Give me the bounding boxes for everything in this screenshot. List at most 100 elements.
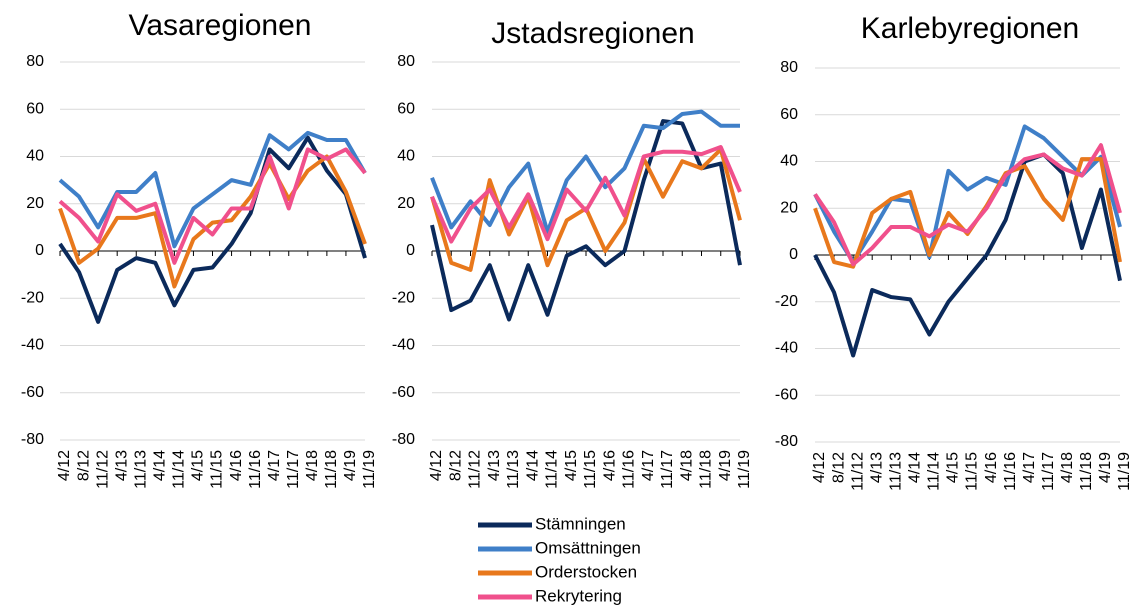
x-tick-label: 11/12 [467, 450, 484, 489]
series-line: Orderstocken [813, 157, 1122, 269]
series-line: Rekrytering [430, 145, 742, 244]
y-tick-label: -40 [775, 340, 798, 357]
y-tick-label: 80 [397, 53, 415, 70]
x-tick-label: 11/17 [659, 450, 676, 489]
x-tick-label: 11/18 [1078, 452, 1095, 491]
x-tick-label: 4/15 [190, 450, 207, 481]
x-tick-label: 4/19 [717, 450, 734, 481]
x-tick-label: 8/12 [830, 452, 847, 483]
series-line: Stämningen [430, 119, 742, 322]
x-tick-label: 11/15 [964, 452, 981, 491]
x-tick-label: 11/12 [849, 452, 866, 491]
x-tick-label: 11/19 [361, 450, 378, 489]
x-tick-label: 4/15 [945, 452, 962, 483]
x-tick-label: 11/18 [323, 450, 340, 489]
x-tick-label: 4/14 [524, 450, 541, 481]
series-line: Omsättningen [813, 124, 1122, 265]
x-tick-label: 8/12 [75, 450, 92, 481]
x-tick-label: 4/16 [601, 450, 618, 481]
y-tick-label: 80 [780, 59, 798, 76]
y-tick-label: -80 [21, 431, 44, 448]
chart-title: Vasaregionen [129, 9, 312, 42]
x-tick-label: 4/16 [228, 450, 245, 481]
x-tick-label: 8/12 [447, 450, 464, 481]
x-tick-label: 4/18 [304, 450, 321, 481]
y-tick-label: 60 [26, 100, 44, 117]
legend: Stämningen Omsättningen Orderstocken Rekryt… [478, 514, 641, 605]
y-tick-label: 0 [35, 242, 44, 259]
legend-label: Rekrytering [535, 586, 622, 605]
chart-title: Karlebyregionen [861, 12, 1079, 45]
y-tick-label: 60 [780, 106, 798, 123]
x-tick-label: 11/13 [505, 450, 522, 489]
series-line: Omsättningen [430, 109, 740, 235]
y-tick-label: -40 [392, 337, 415, 354]
y-tick-label: -20 [21, 289, 44, 306]
y-tick-label: 20 [26, 195, 44, 212]
y-tick-label: 20 [780, 199, 798, 216]
y-tick-label: -60 [21, 384, 44, 401]
x-tick-label: 4/17 [1021, 452, 1038, 483]
x-tick-label: 11/12 [94, 450, 111, 489]
chart-panel: Karlebyregionen -80 -60 -40 -20 0 20 40 60 80 4/12… [775, 12, 1130, 491]
x-tick-label: 11/19 [736, 450, 753, 489]
legend-label: Orderstocken [535, 562, 637, 581]
y-tick-label: -80 [392, 431, 415, 448]
y-tick-label: -60 [392, 384, 415, 401]
chart-panel: Jstadsregionen -80 -60 -40 -20 0 20 40 60 80 4/12 8… [392, 17, 753, 489]
series-line: Stämningen [58, 135, 367, 324]
x-tick-label: 4/19 [1097, 452, 1114, 483]
y-tick-label: 80 [26, 53, 44, 70]
x-tick-label: 11/16 [247, 450, 264, 489]
legend-label: Stämningen [535, 514, 626, 533]
x-tick-label: 11/14 [926, 452, 943, 491]
x-tick-label: 11/17 [1040, 452, 1057, 491]
y-tick-label: 20 [397, 195, 415, 212]
y-tick-label: -20 [775, 293, 798, 310]
x-tick-label: 4/14 [152, 450, 169, 481]
x-tick-label: 4/13 [113, 450, 130, 481]
y-tick-label: 40 [397, 148, 415, 165]
x-tick-label: 11/15 [209, 450, 226, 489]
x-tick-label: 4/13 [868, 452, 885, 483]
y-tick-label: -80 [775, 433, 798, 450]
x-tick-label: 11/16 [1002, 452, 1019, 491]
chart-title: Jstadsregionen [491, 17, 694, 50]
y-tick-label: 0 [406, 242, 415, 259]
chart-panel: Vasaregionen -80 -60 -40 -20 0 20 40 60 80 4/12 8/1… [21, 9, 378, 489]
series-line: Rekrytering [58, 147, 367, 265]
x-tick-label: 4/19 [342, 450, 359, 481]
x-tick-label: 4/16 [983, 452, 1000, 483]
x-tick-label: 11/18 [698, 450, 715, 489]
x-tick-label: 4/17 [640, 450, 657, 481]
x-tick-label: 11/13 [132, 450, 149, 489]
x-tick-label: 4/17 [266, 450, 283, 481]
series-line: Rekrytering [813, 143, 1122, 267]
y-tick-label: -60 [775, 386, 798, 403]
legend-label: Omsättningen [535, 538, 641, 557]
x-tick-label: 11/15 [582, 450, 599, 489]
y-tick-label: 40 [780, 153, 798, 170]
y-tick-label: 0 [789, 246, 798, 263]
y-tick-label: 40 [26, 148, 44, 165]
x-tick-label: 4/13 [486, 450, 503, 481]
x-tick-label: 4/18 [678, 450, 695, 481]
x-tick-label: 11/14 [171, 450, 188, 489]
series-line: Orderstocken [58, 154, 367, 289]
x-tick-label: 4/18 [1059, 452, 1076, 483]
y-tick-label: -40 [21, 337, 44, 354]
x-tick-label: 4/12 [428, 450, 445, 481]
series-line: Omsättningen [58, 130, 367, 249]
y-tick-label: -20 [392, 289, 415, 306]
x-tick-label: 4/14 [907, 452, 924, 483]
x-tick-label: 11/17 [285, 450, 302, 489]
x-tick-label: 4/12 [56, 450, 73, 481]
x-tick-label: 4/12 [811, 452, 828, 483]
x-tick-label: 4/15 [563, 450, 580, 481]
x-tick-label: 11/13 [887, 452, 904, 491]
y-tick-label: 60 [397, 100, 415, 117]
x-tick-label: 11/19 [1116, 452, 1130, 491]
x-tick-label: 11/16 [621, 450, 638, 489]
x-tick-label: 11/14 [544, 450, 561, 489]
